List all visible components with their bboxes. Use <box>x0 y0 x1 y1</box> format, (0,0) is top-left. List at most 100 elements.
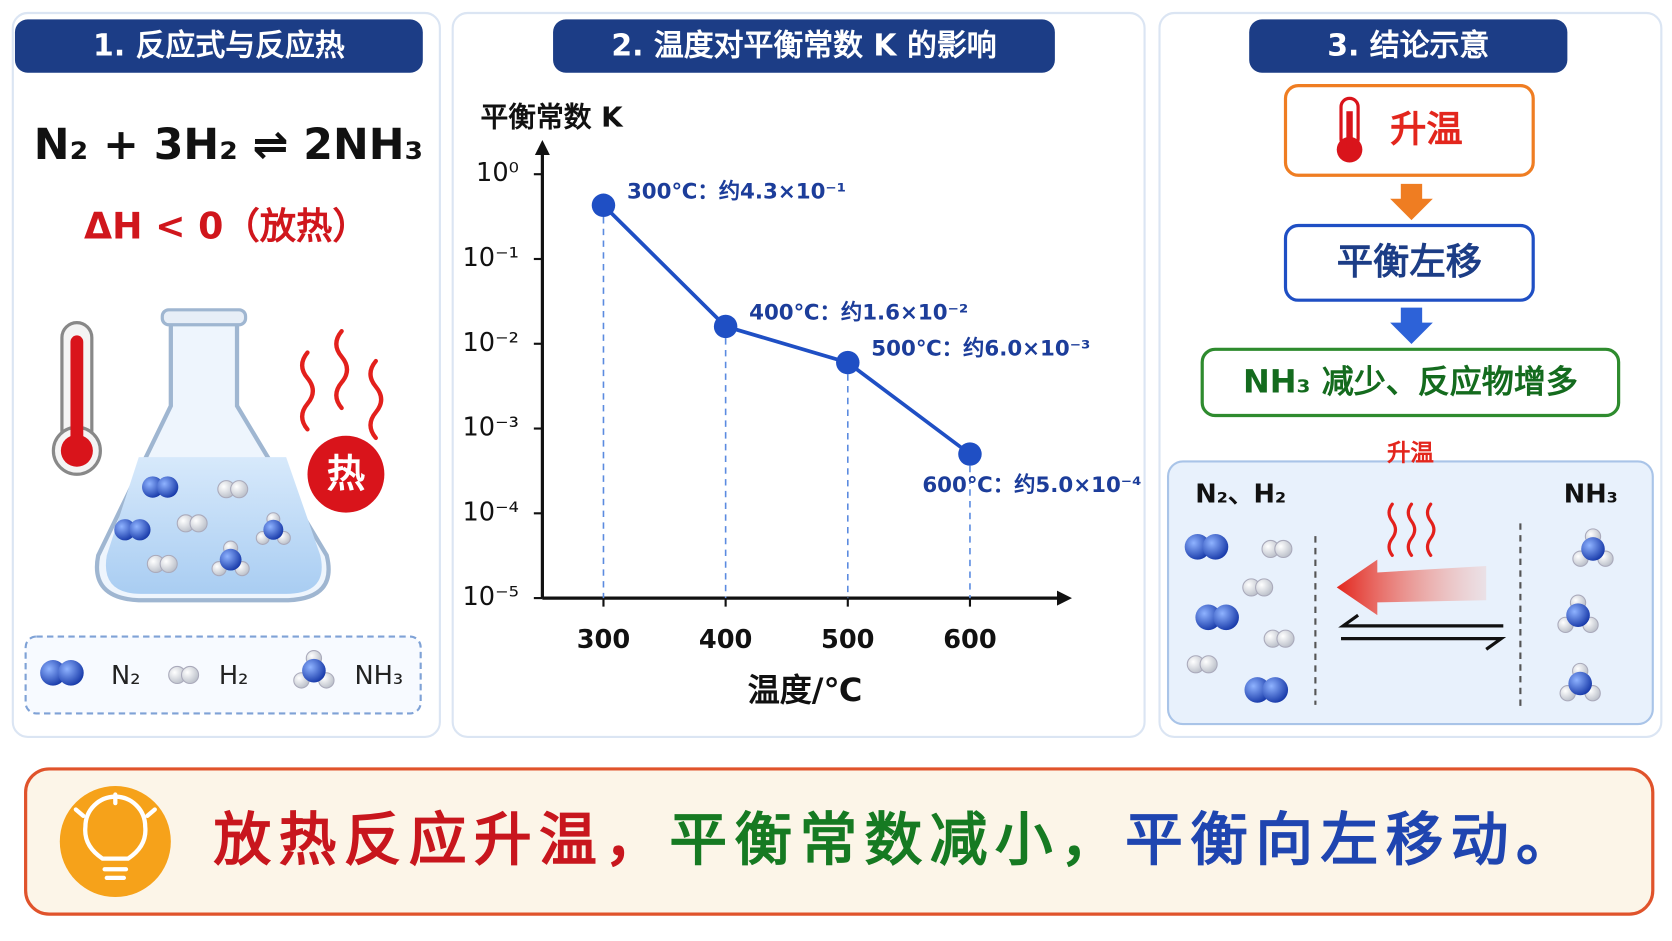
atom <box>1262 677 1289 703</box>
heat-badge: 热 <box>327 452 365 497</box>
atom <box>230 480 249 499</box>
atom <box>1276 629 1295 648</box>
molecule <box>176 514 208 533</box>
atom <box>159 554 178 573</box>
molecule <box>1263 629 1295 648</box>
y-tick-label: 10⁻² <box>463 328 519 358</box>
molecule <box>146 554 178 573</box>
atom <box>1195 604 1222 631</box>
step-box <box>1283 223 1535 302</box>
step-label: NH₃ 减少、反应物增多 <box>1243 362 1578 400</box>
heat-badge-circle <box>307 435 385 513</box>
atom <box>263 519 284 540</box>
shift-arrow <box>1336 559 1487 616</box>
step-thermometer <box>1336 96 1363 163</box>
molecule <box>1184 534 1229 560</box>
y-axis-label: 平衡常数 K <box>480 101 624 134</box>
x-tick-label: 600 <box>943 625 996 655</box>
data-point <box>958 442 982 466</box>
atom <box>1581 537 1605 561</box>
y-axis-arrow <box>534 140 550 155</box>
step-box <box>1200 347 1621 418</box>
summary-box <box>24 767 1655 916</box>
atom <box>1274 539 1293 559</box>
heat-waves <box>300 329 384 441</box>
atom <box>40 660 66 686</box>
x-axis-arrow <box>1057 590 1072 606</box>
molecule <box>255 512 291 545</box>
molecule <box>1242 578 1274 597</box>
equation: N₂ + 3H₂ ⇌ 2NH₃ <box>34 120 423 170</box>
atom <box>1255 578 1274 597</box>
atom <box>1566 603 1590 627</box>
atom <box>219 548 242 571</box>
side-label: N₂、H₂ <box>1195 480 1286 510</box>
x-tick-label: 300 <box>577 625 630 655</box>
equilibrium-arrows <box>1338 613 1507 651</box>
atom <box>58 660 84 686</box>
title-pill <box>14 19 423 73</box>
molecule <box>114 519 151 541</box>
atom <box>129 519 151 541</box>
data-line <box>602 203 972 456</box>
data-point <box>836 350 860 375</box>
enthalpy: ΔH < 0（放热） <box>84 205 369 248</box>
data-label: 400℃：约1.6×10⁻² <box>749 300 968 326</box>
molecule <box>1195 604 1239 631</box>
molecule <box>1186 655 1218 674</box>
molecule <box>211 540 250 577</box>
x-tick-label: 500 <box>821 625 874 655</box>
molecule <box>40 660 84 686</box>
legend-box <box>24 635 422 715</box>
step-label: 平衡左移 <box>1337 240 1482 283</box>
molecule <box>1559 662 1601 702</box>
molecule <box>1557 594 1599 634</box>
data-label: 300℃：约4.3×10⁻¹ <box>627 178 846 204</box>
atom <box>1244 677 1271 703</box>
atom <box>114 519 136 541</box>
molecule <box>168 665 200 685</box>
side-label: NH₃ <box>1564 480 1618 510</box>
atom <box>1213 604 1239 631</box>
heat-waves <box>1387 502 1436 557</box>
y-tick-label: 10⁻⁴ <box>463 497 519 527</box>
y-tick-label: 10⁻¹ <box>463 243 519 273</box>
atom <box>1199 655 1218 674</box>
atom <box>142 476 164 498</box>
summary-part: 平衡常数减小， <box>669 805 1125 873</box>
data-label: 500℃：约6.0×10⁻³ <box>871 336 1090 362</box>
title-pill <box>553 19 1055 73</box>
atom <box>1184 534 1211 560</box>
atom <box>189 514 208 533</box>
summary-part: 放热反应升温， <box>214 805 670 873</box>
bulb-icon <box>73 792 157 880</box>
heat-label: 升温 <box>1387 438 1434 466</box>
atom <box>156 476 179 498</box>
panel-title: 2. 温度对平衡常数 K 的影响 <box>611 29 996 64</box>
thermometer <box>51 321 102 476</box>
legend-label: N₂ <box>111 661 140 691</box>
data-point <box>713 314 738 339</box>
summary-text: 放热反应升温，平衡常数减小，平衡向左移动。 <box>214 805 1581 873</box>
panel <box>451 11 1146 738</box>
y-tick-label: 10⁻⁵ <box>463 582 519 612</box>
molecule <box>1572 528 1614 567</box>
panel-title: 1. 反应式与反应热 <box>93 29 345 64</box>
legend-label: NH₃ <box>354 661 403 691</box>
summary-part: 平衡向左移动。 <box>1125 805 1581 873</box>
molecule <box>293 650 335 689</box>
x-tick-label: 400 <box>699 625 752 655</box>
molecule <box>217 480 249 499</box>
title-pill <box>1249 19 1568 73</box>
legend-label: H₂ <box>219 661 249 691</box>
molecule <box>1244 677 1289 703</box>
x-axis-label: 温度/℃ <box>748 671 863 709</box>
step-label: 升温 <box>1390 108 1463 151</box>
flow-arrow <box>1390 307 1433 344</box>
atom <box>1568 671 1592 696</box>
atom <box>180 665 200 685</box>
atom <box>1202 534 1229 560</box>
data-point <box>591 193 616 218</box>
flow-arrow <box>1390 183 1433 221</box>
